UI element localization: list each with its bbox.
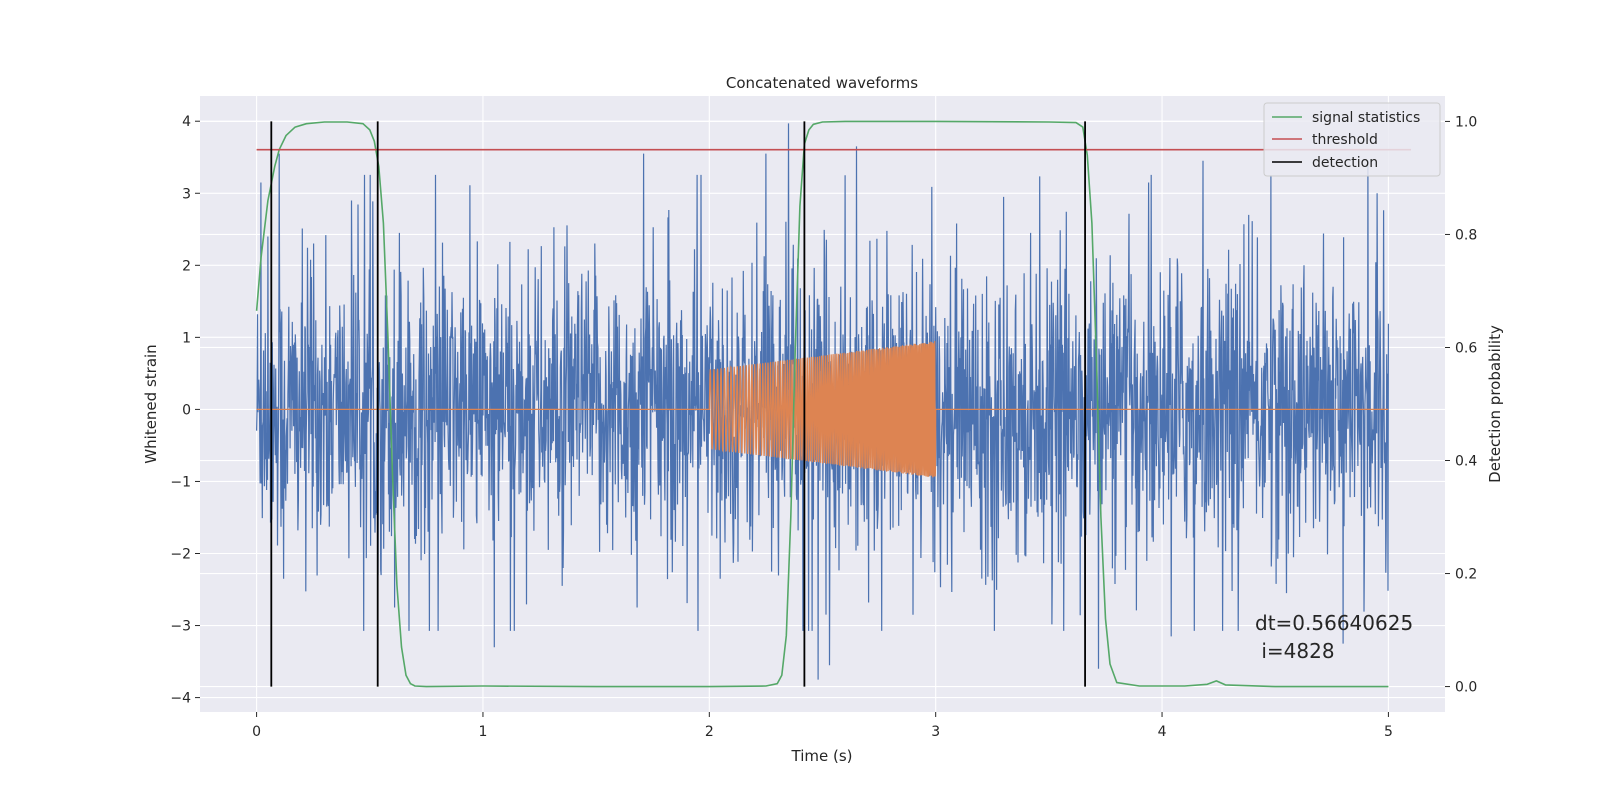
x-tick-label-1: 1 — [478, 724, 487, 740]
y2-tick-label-1: 0.2 — [1455, 567, 1477, 583]
legend: signal statistics threshold detection — [1263, 102, 1441, 177]
chirp-line — [256, 341, 1389, 478]
series-layer — [255, 120, 1412, 688]
y-tick-label-2: −2 — [170, 546, 191, 562]
y-tick-label-7: 3 — [182, 186, 191, 202]
y-tick-label-8: 4 — [182, 114, 191, 130]
y2-axis-label: Detection probability — [1486, 325, 1504, 483]
y-tick-label-3: −1 — [170, 474, 191, 490]
y2-tick-label-3: 0.6 — [1455, 340, 1477, 356]
annotation-i: i=4828 — [1255, 639, 1335, 663]
x-tick-label-3: 3 — [931, 724, 940, 740]
legend-box — [1263, 102, 1441, 177]
legend-label-signal-statistics: signal statistics — [1312, 110, 1420, 126]
y-tick-label-4: 0 — [182, 402, 191, 418]
ticks-layer: 0 1 2 3 4 5 −4 −3 −2 −1 0 1 2 3 4 0.0 0.2 0.4 0.6 0.8 1.0 — [170, 114, 1477, 740]
x-tick-label-2: 2 — [705, 724, 714, 740]
chirp-series — [256, 341, 1389, 478]
y2-tick-label-4: 0.8 — [1455, 227, 1477, 243]
chart-title: Concatenated waveforms — [726, 74, 918, 92]
signal-statistics-line — [255, 120, 1389, 688]
legend-label-threshold: threshold — [1312, 132, 1378, 148]
y-tick-label-5: 1 — [182, 330, 191, 346]
y-tick-label-1: −3 — [170, 619, 191, 635]
x-tick-label-0: 0 — [252, 724, 261, 740]
y2-tick-label-2: 0.4 — [1455, 454, 1477, 470]
y2-tick-label-5: 1.0 — [1455, 114, 1477, 130]
y2-tick-label-0: 0.0 — [1455, 680, 1477, 696]
x-tick-label-4: 4 — [1158, 724, 1167, 740]
y-tick-label-6: 2 — [182, 258, 191, 274]
y-tick-label-0: −4 — [170, 691, 191, 707]
y-axis-label: Whitened strain — [142, 344, 160, 463]
x-tick-label-5: 5 — [1384, 724, 1393, 740]
annotation-dt: dt=0.56640625 — [1255, 611, 1413, 635]
x-axis-label: Time (s) — [791, 747, 853, 765]
legend-label-detection: detection — [1312, 155, 1378, 171]
